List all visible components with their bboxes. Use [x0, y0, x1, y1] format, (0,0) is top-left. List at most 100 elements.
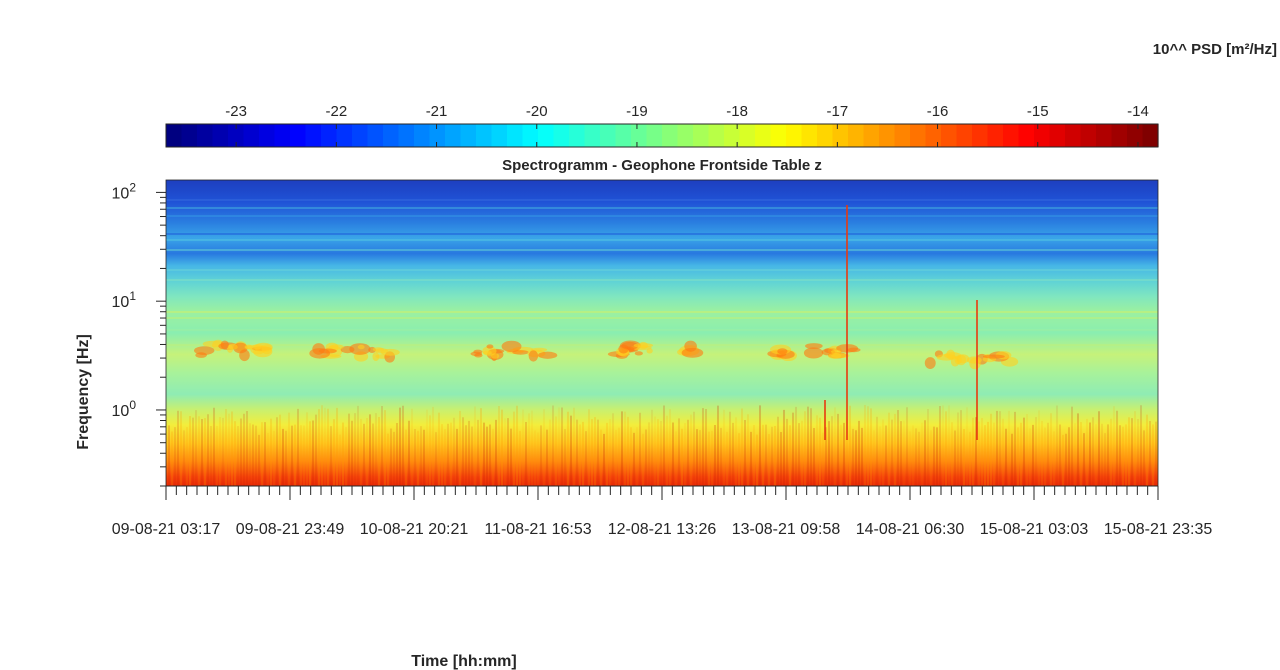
colorbar-cell — [398, 124, 415, 147]
colorbar-cell — [910, 124, 927, 147]
colorbar-cell — [894, 124, 911, 147]
colorbar-cell — [863, 124, 880, 147]
y-axis: 102 101 100 — [112, 180, 166, 487]
spectrogram-blob — [847, 347, 861, 353]
colorbar-cell — [987, 124, 1004, 147]
colorbar-cell — [879, 124, 896, 147]
spectrogram-blob — [830, 349, 842, 354]
spectrogram-blob — [969, 357, 981, 370]
x-tick-label: 09-08-21 23:49 — [236, 521, 345, 538]
colorbar-cell — [243, 124, 260, 147]
colorbar-tick-label: -23 — [225, 103, 247, 120]
spectrogram-blob — [261, 344, 273, 355]
colorbar-cell — [724, 124, 741, 147]
spectrogram-blob — [239, 349, 250, 362]
colorbar-cell — [1080, 124, 1097, 147]
x-axis: 09-08-21 03:17 09-08-21 23:49 10-08-21 20:… — [112, 485, 1213, 538]
colorbar-cell — [336, 124, 353, 147]
spectrogram-blob — [357, 344, 365, 350]
colorbar-cell — [321, 124, 338, 147]
spectrogram-blob — [537, 351, 558, 359]
y-axis-label: Frequency [Hz] — [75, 334, 92, 450]
spectrogram-blob — [633, 343, 654, 348]
colorbar-cell — [507, 124, 524, 147]
colorbar-cell — [817, 124, 834, 147]
colorbar-cell — [383, 124, 400, 147]
colorbar-cell — [956, 124, 973, 147]
colorbar-cell — [786, 124, 803, 147]
colorbar-cell — [491, 124, 508, 147]
colorbar-cell — [832, 124, 849, 147]
colorbar-cell — [848, 124, 865, 147]
colorbar-tick-label: -20 — [526, 103, 548, 120]
colorbar-tick-label: -18 — [726, 103, 748, 120]
colorbar-cell — [290, 124, 307, 147]
spectrogram-blob — [621, 341, 639, 350]
colorbar-cell — [1018, 124, 1035, 147]
colorbar-tick-label: -16 — [927, 103, 949, 120]
colorbar-cell — [646, 124, 663, 147]
spectrogram-blob — [684, 340, 697, 352]
colorbar-cell — [584, 124, 601, 147]
x-tick-label: 12-08-21 13:26 — [608, 521, 717, 538]
colorbar-cell — [166, 124, 183, 147]
chart-title: Spectrogramm - Geophone Frontside Table … — [502, 157, 822, 174]
spectrogram-blob — [803, 347, 824, 359]
colorbar-frame — [165, 123, 1159, 148]
colorbar-cell — [228, 124, 245, 147]
colorbar-cell — [1111, 124, 1128, 147]
colorbar-tick-label: -17 — [827, 103, 849, 120]
spectrogram-blob — [501, 340, 522, 353]
spectrogram-blob — [380, 348, 400, 356]
colorbar-label: 10^^ PSD [m²/Hz] — [1153, 41, 1277, 58]
colorbar-cell — [259, 124, 276, 147]
colorbar-cell — [414, 124, 431, 147]
spectrogram-blob — [634, 351, 643, 356]
spectrogram-blob — [228, 343, 238, 350]
spectrogram-blob — [329, 344, 344, 350]
colorbar-cell — [693, 124, 710, 147]
x-tick-label: 15-08-21 23:35 — [1104, 521, 1213, 538]
colorbar-cell — [1065, 124, 1082, 147]
spectrogram-blob — [486, 344, 494, 349]
colorbar-cell — [429, 124, 446, 147]
colorbar-tick-label: -21 — [426, 103, 448, 120]
spectrogram-blob — [220, 340, 229, 350]
colorbar-cell — [941, 124, 958, 147]
colorbar-cell — [538, 124, 555, 147]
x-tick-label: 14-08-21 06:30 — [856, 521, 965, 538]
spectrogram-blob — [805, 343, 823, 349]
colorbar: -23 -22 -21 -20 -19 -18 -17 -16 -15 -14 — [165, 103, 1159, 148]
x-axis-label: Time [hh:mm] — [411, 653, 516, 670]
x-tick-label: 15-08-21 03:03 — [980, 521, 1089, 538]
colorbar-cell — [925, 124, 942, 147]
spectrogram-blob — [372, 347, 384, 352]
colorbar-cell — [274, 124, 291, 147]
x-tick-label: 11-08-21 16:53 — [484, 521, 591, 538]
colorbar-cell — [476, 124, 493, 147]
colorbar-cell — [739, 124, 756, 147]
colorbar-cell — [972, 124, 989, 147]
y-tick-label: 100 — [112, 398, 137, 420]
colorbar-cell — [770, 124, 787, 147]
colorbar-cell — [615, 124, 632, 147]
colorbar-cell — [1003, 124, 1020, 147]
y-tick-label: 101 — [112, 289, 137, 311]
colorbar-cell — [662, 124, 679, 147]
colorbar-cell — [600, 124, 617, 147]
spectrogram-blob — [831, 353, 850, 359]
colorbar-cell — [181, 124, 198, 147]
colorbar-cell — [367, 124, 384, 147]
spectrogram-blob — [924, 357, 936, 369]
colorbar-cell — [197, 124, 214, 147]
spectrogram-blob — [950, 356, 960, 367]
spectrogram-blob — [202, 340, 224, 348]
colorbar-cell — [1096, 124, 1113, 147]
colorbar-cell — [212, 124, 229, 147]
colorbar-cell — [352, 124, 369, 147]
spectrogram-blob — [528, 350, 539, 362]
colorbar-cell — [460, 124, 477, 147]
colorbar-cell — [305, 124, 322, 147]
spectrogram-heatmap — [166, 180, 1158, 486]
